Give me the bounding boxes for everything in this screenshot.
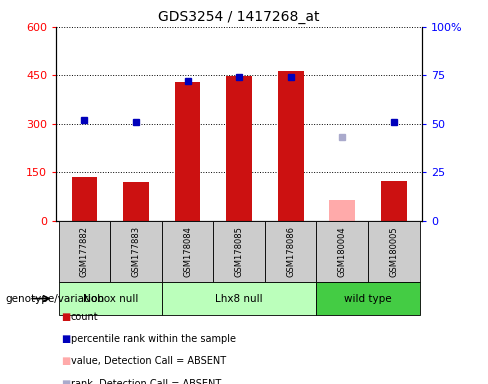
Bar <box>316 221 368 282</box>
Text: rank, Detection Call = ABSENT: rank, Detection Call = ABSENT <box>71 379 221 384</box>
Text: wild type: wild type <box>344 293 392 304</box>
Title: GDS3254 / 1417268_at: GDS3254 / 1417268_at <box>159 10 320 25</box>
Text: ■: ■ <box>61 312 70 322</box>
Bar <box>213 221 265 282</box>
Bar <box>72 177 98 221</box>
Bar <box>59 282 162 315</box>
Bar <box>59 221 110 282</box>
Bar <box>329 200 355 221</box>
Text: GSM178085: GSM178085 <box>235 226 244 277</box>
Bar <box>316 282 420 315</box>
Text: GSM177883: GSM177883 <box>132 226 141 277</box>
Text: genotype/variation: genotype/variation <box>5 293 104 304</box>
Text: GSM178086: GSM178086 <box>286 226 295 277</box>
Bar <box>162 221 213 282</box>
Bar <box>110 221 162 282</box>
Bar <box>226 76 252 221</box>
Text: Lhx8 null: Lhx8 null <box>215 293 263 304</box>
Bar <box>278 71 304 221</box>
Text: Nobox null: Nobox null <box>82 293 138 304</box>
Text: GSM180004: GSM180004 <box>338 226 346 277</box>
Text: GSM178084: GSM178084 <box>183 226 192 277</box>
Bar <box>123 182 149 221</box>
Bar <box>162 282 316 315</box>
Text: GSM177882: GSM177882 <box>80 226 89 277</box>
Text: value, Detection Call = ABSENT: value, Detection Call = ABSENT <box>71 356 226 366</box>
Text: ■: ■ <box>61 356 70 366</box>
Text: percentile rank within the sample: percentile rank within the sample <box>71 334 236 344</box>
Text: ■: ■ <box>61 334 70 344</box>
Bar <box>368 221 420 282</box>
Text: GSM180005: GSM180005 <box>389 226 398 277</box>
Bar <box>265 221 316 282</box>
Bar <box>381 181 407 221</box>
Text: ■: ■ <box>61 379 70 384</box>
Text: count: count <box>71 312 99 322</box>
Bar <box>175 82 201 221</box>
